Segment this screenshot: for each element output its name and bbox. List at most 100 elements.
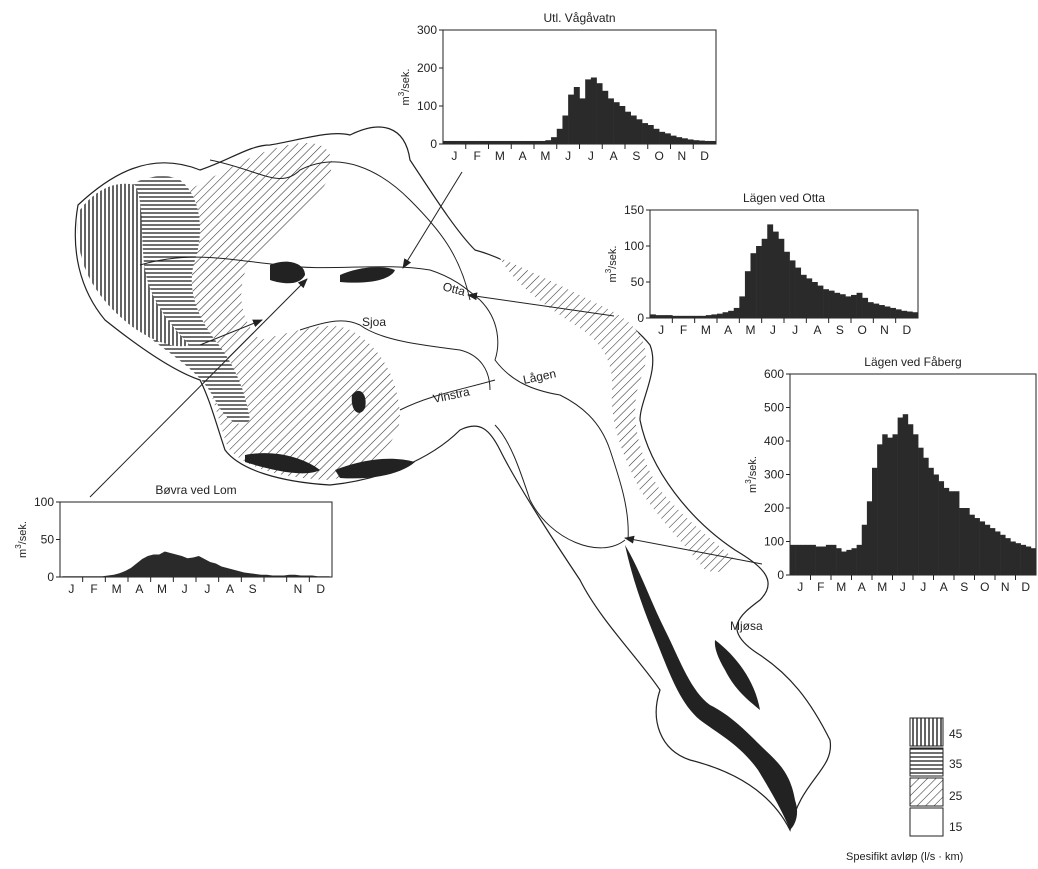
chart-bar — [912, 312, 919, 318]
chart-bar — [828, 290, 835, 318]
x-tick-label: A — [724, 323, 732, 337]
chart-bar — [556, 128, 563, 144]
x-tick-label: S — [960, 580, 968, 594]
legend-swatch-15 — [909, 807, 944, 837]
chart-bar — [739, 296, 746, 318]
chart-bar — [642, 123, 649, 144]
chart-bar — [964, 508, 970, 575]
y-axis-label-exp: 3 — [744, 479, 753, 484]
chart-bar — [845, 296, 852, 318]
x-tick-label: A — [940, 580, 948, 594]
chart-bar — [969, 514, 975, 575]
y-axis-label-rest: /sek. — [400, 69, 412, 92]
chart-bar — [488, 140, 495, 144]
chart-bar — [901, 310, 908, 318]
y-tick-label: 300 — [764, 468, 784, 482]
legend: 45 35 25 15 Spesifikt avløp (l/s · km) — [846, 717, 963, 863]
y-tick-label: 100 — [34, 495, 54, 509]
chart-bar — [704, 140, 711, 144]
chart-bar — [471, 140, 478, 144]
chart-bar — [767, 224, 774, 318]
x-tick-label: S — [249, 582, 257, 596]
y-tick-label: 0 — [47, 570, 54, 584]
chart-bar — [625, 111, 631, 144]
y-tick-label: 100 — [764, 535, 784, 549]
x-tick-label: M — [836, 580, 846, 594]
chart-bar — [460, 140, 467, 144]
chart-bar — [800, 544, 806, 575]
x-tick-label: S — [836, 323, 844, 337]
chart-bar — [661, 315, 668, 318]
chart-bar — [839, 294, 846, 318]
chart-bar — [866, 501, 873, 575]
legend-value-25: 25 — [949, 789, 963, 803]
chart-bar — [534, 140, 540, 144]
x-tick-label: M — [540, 149, 550, 163]
chart-bar — [698, 140, 705, 144]
runoff-zone-25-east — [500, 258, 735, 572]
chart-bar — [717, 313, 723, 318]
legend-caption: Spesifikt avløp (l/s · km) — [846, 851, 963, 863]
x-tick-label: A — [858, 580, 866, 594]
chart-bar — [817, 285, 824, 318]
chart-bar — [995, 531, 1001, 575]
runoff-zone-45 — [77, 183, 190, 347]
y-tick-label: 150 — [624, 203, 644, 217]
chart-bar — [851, 294, 857, 318]
pointer-otta — [467, 292, 615, 317]
x-tick-label: M — [701, 323, 711, 337]
chart-bar — [795, 267, 802, 318]
y-axis-label: m3/sek. — [14, 521, 29, 558]
x-tick-label: M — [112, 582, 122, 596]
chart-bar — [856, 292, 863, 318]
chart-bar — [800, 274, 807, 318]
catchment-map: Otta Sjoa Vinstra Lågen Mjøsa — [74, 126, 832, 832]
chart-bar — [778, 238, 785, 318]
chart-bar — [811, 282, 818, 318]
chart-bar — [744, 271, 751, 318]
lake-south-1 — [245, 453, 320, 474]
chart-bar — [820, 546, 827, 575]
y-tick-label: 0 — [777, 568, 784, 582]
chart-bar — [979, 521, 986, 575]
chart-bar — [989, 528, 996, 575]
chart-bar — [878, 305, 885, 318]
y-tick-label: 200 — [764, 501, 784, 515]
x-tick-label: F — [90, 582, 97, 596]
chart-bar — [568, 94, 575, 144]
y-tick-label: 500 — [764, 401, 784, 415]
y-tick-label: 100 — [624, 239, 644, 253]
chart-bar — [1030, 548, 1037, 575]
chart-title: Lägen ved Otta — [743, 191, 825, 205]
chart-bar — [918, 447, 924, 575]
chart-bar — [562, 115, 569, 144]
y-axis-label: m3/sek. — [604, 246, 619, 283]
x-tick-label: J — [658, 323, 664, 337]
x-tick-label: D — [700, 149, 709, 163]
chart-bar — [943, 487, 950, 575]
legend-swatch-35 — [909, 747, 944, 777]
chart-bar — [522, 140, 529, 144]
chart-bar — [722, 312, 729, 318]
chart-bar — [877, 444, 883, 575]
chart-bar — [897, 417, 904, 575]
chart-bar — [1020, 544, 1027, 575]
chart-bar — [681, 138, 688, 144]
chart-bar — [1005, 538, 1011, 575]
x-tick-label: M — [495, 149, 505, 163]
x-tick-label: O — [654, 149, 663, 163]
lake-otta-east — [340, 267, 395, 283]
chart-bar — [1025, 546, 1032, 575]
chart-bar — [579, 98, 586, 144]
chart-bar — [511, 140, 518, 144]
chart-bar — [806, 278, 813, 318]
x-tick-label: J — [900, 580, 906, 594]
chart-bar — [928, 467, 934, 575]
chart-bar — [959, 508, 965, 575]
legend-value-35: 35 — [949, 757, 963, 771]
lake-sjoa — [351, 390, 366, 413]
chart-bar — [683, 315, 690, 318]
legend-value-45: 45 — [949, 727, 963, 741]
